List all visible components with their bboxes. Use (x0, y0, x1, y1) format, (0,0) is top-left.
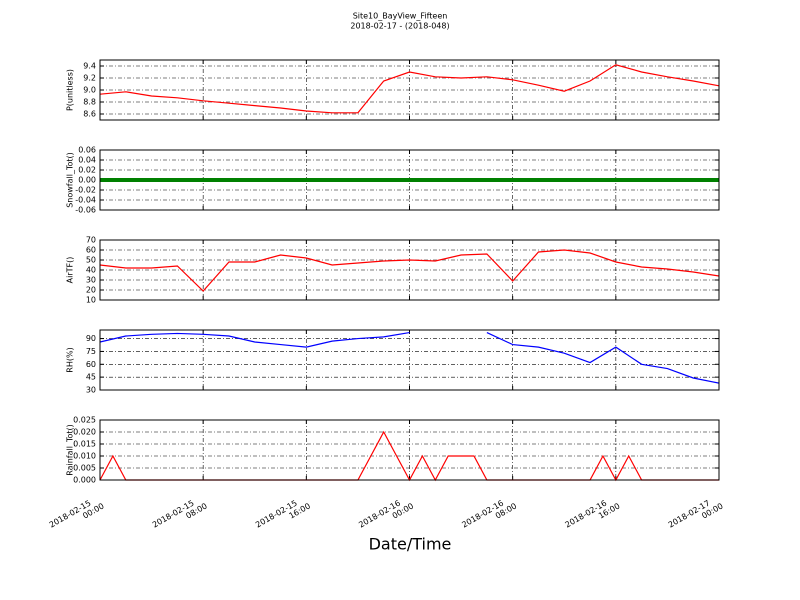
plot-frame (99, 329, 720, 391)
x-tick-label: 2018-02-1616:00 (563, 493, 621, 537)
plot-frame (99, 419, 720, 481)
subplot: 8.6 8.8 9.0 9.2 9.4 P(unitless) (66, 59, 720, 121)
subtitle: 2018-02-17 - (2018-048) (350, 22, 449, 31)
y-axis-label: P(unitless) (66, 69, 75, 111)
y-tick-label: 0.010 (73, 452, 96, 461)
y-tick-label: 9.4 (83, 62, 96, 71)
y-axis-label: Snowfall_Tot() (66, 152, 75, 208)
y-tick-label: 20 (86, 286, 96, 295)
x-tick-label: 2018-02-1516:00 (254, 493, 312, 537)
y-tick-label: 0.06 (78, 146, 96, 155)
data-line (99, 64, 720, 114)
y-tick-label: -0.04 (75, 196, 96, 205)
y-tick-label: 60 (86, 246, 96, 255)
y-tick-label: 0.025 (73, 416, 96, 425)
x-tick-label: 2018-02-1508:00 (151, 493, 209, 537)
y-tick-label: 0.00 (78, 176, 96, 185)
data-line (99, 249, 720, 292)
plot-frame (99, 239, 720, 301)
x-tick-label: 2018-02-1700:00 (666, 493, 724, 537)
y-tick-label: 60 (86, 360, 96, 369)
y-tick-label: 90 (86, 334, 96, 343)
y-tick-label: 8.6 (83, 110, 96, 119)
y-tick-label: 9.0 (83, 86, 96, 95)
subplot: 30 45 60 75 90 RH(%) (66, 329, 720, 395)
subplot: 0.000 0.005 0.010 0.015 0.020 0.025 2018-02-15… (47, 416, 724, 537)
y-tick-label: 0.015 (73, 440, 96, 449)
title: Site10_BayView_Fifteen (353, 12, 448, 21)
subplot: -0.06-0.04-0.020.000.020.040.06Snowfall_… (66, 146, 720, 215)
x-tick-label: 2018-02-1600:00 (357, 493, 415, 537)
data-line (99, 430, 719, 482)
x-tick-label: 2018-02-1608:00 (460, 493, 518, 537)
y-tick-label: -0.06 (75, 206, 96, 215)
y-axis-label: Rainfall_Tot() (66, 424, 75, 476)
y-tick-label: 0.005 (73, 464, 96, 473)
y-tick-label: -0.02 (75, 186, 96, 195)
y-tick-label: 0.04 (78, 156, 96, 165)
plot-frame (99, 59, 720, 121)
y-tick-label: 75 (86, 347, 96, 356)
y-tick-label: 30 (86, 276, 96, 285)
data-line (99, 331, 720, 384)
y-tick-label: 8.8 (83, 98, 96, 107)
y-tick-label: 50 (86, 256, 96, 265)
y-tick-label: 0.020 (73, 428, 96, 437)
y-tick-label: 30 (86, 386, 96, 395)
y-tick-label: 0.02 (78, 166, 96, 175)
y-tick-label: 9.2 (83, 74, 96, 83)
y-tick-label: 40 (86, 266, 96, 275)
y-tick-label: 70 (86, 236, 96, 245)
plot-frame (99, 149, 720, 211)
y-tick-label: 0.000 (73, 476, 96, 485)
x-axis-label: Date/Time (369, 535, 452, 554)
x-tick-label: 2018-02-1500:00 (47, 493, 105, 537)
y-tick-label: 10 (86, 296, 96, 305)
y-tick-label: 45 (86, 373, 96, 382)
y-axis-label: AirTF() (66, 257, 75, 284)
y-axis-label: RH(%) (66, 347, 75, 372)
